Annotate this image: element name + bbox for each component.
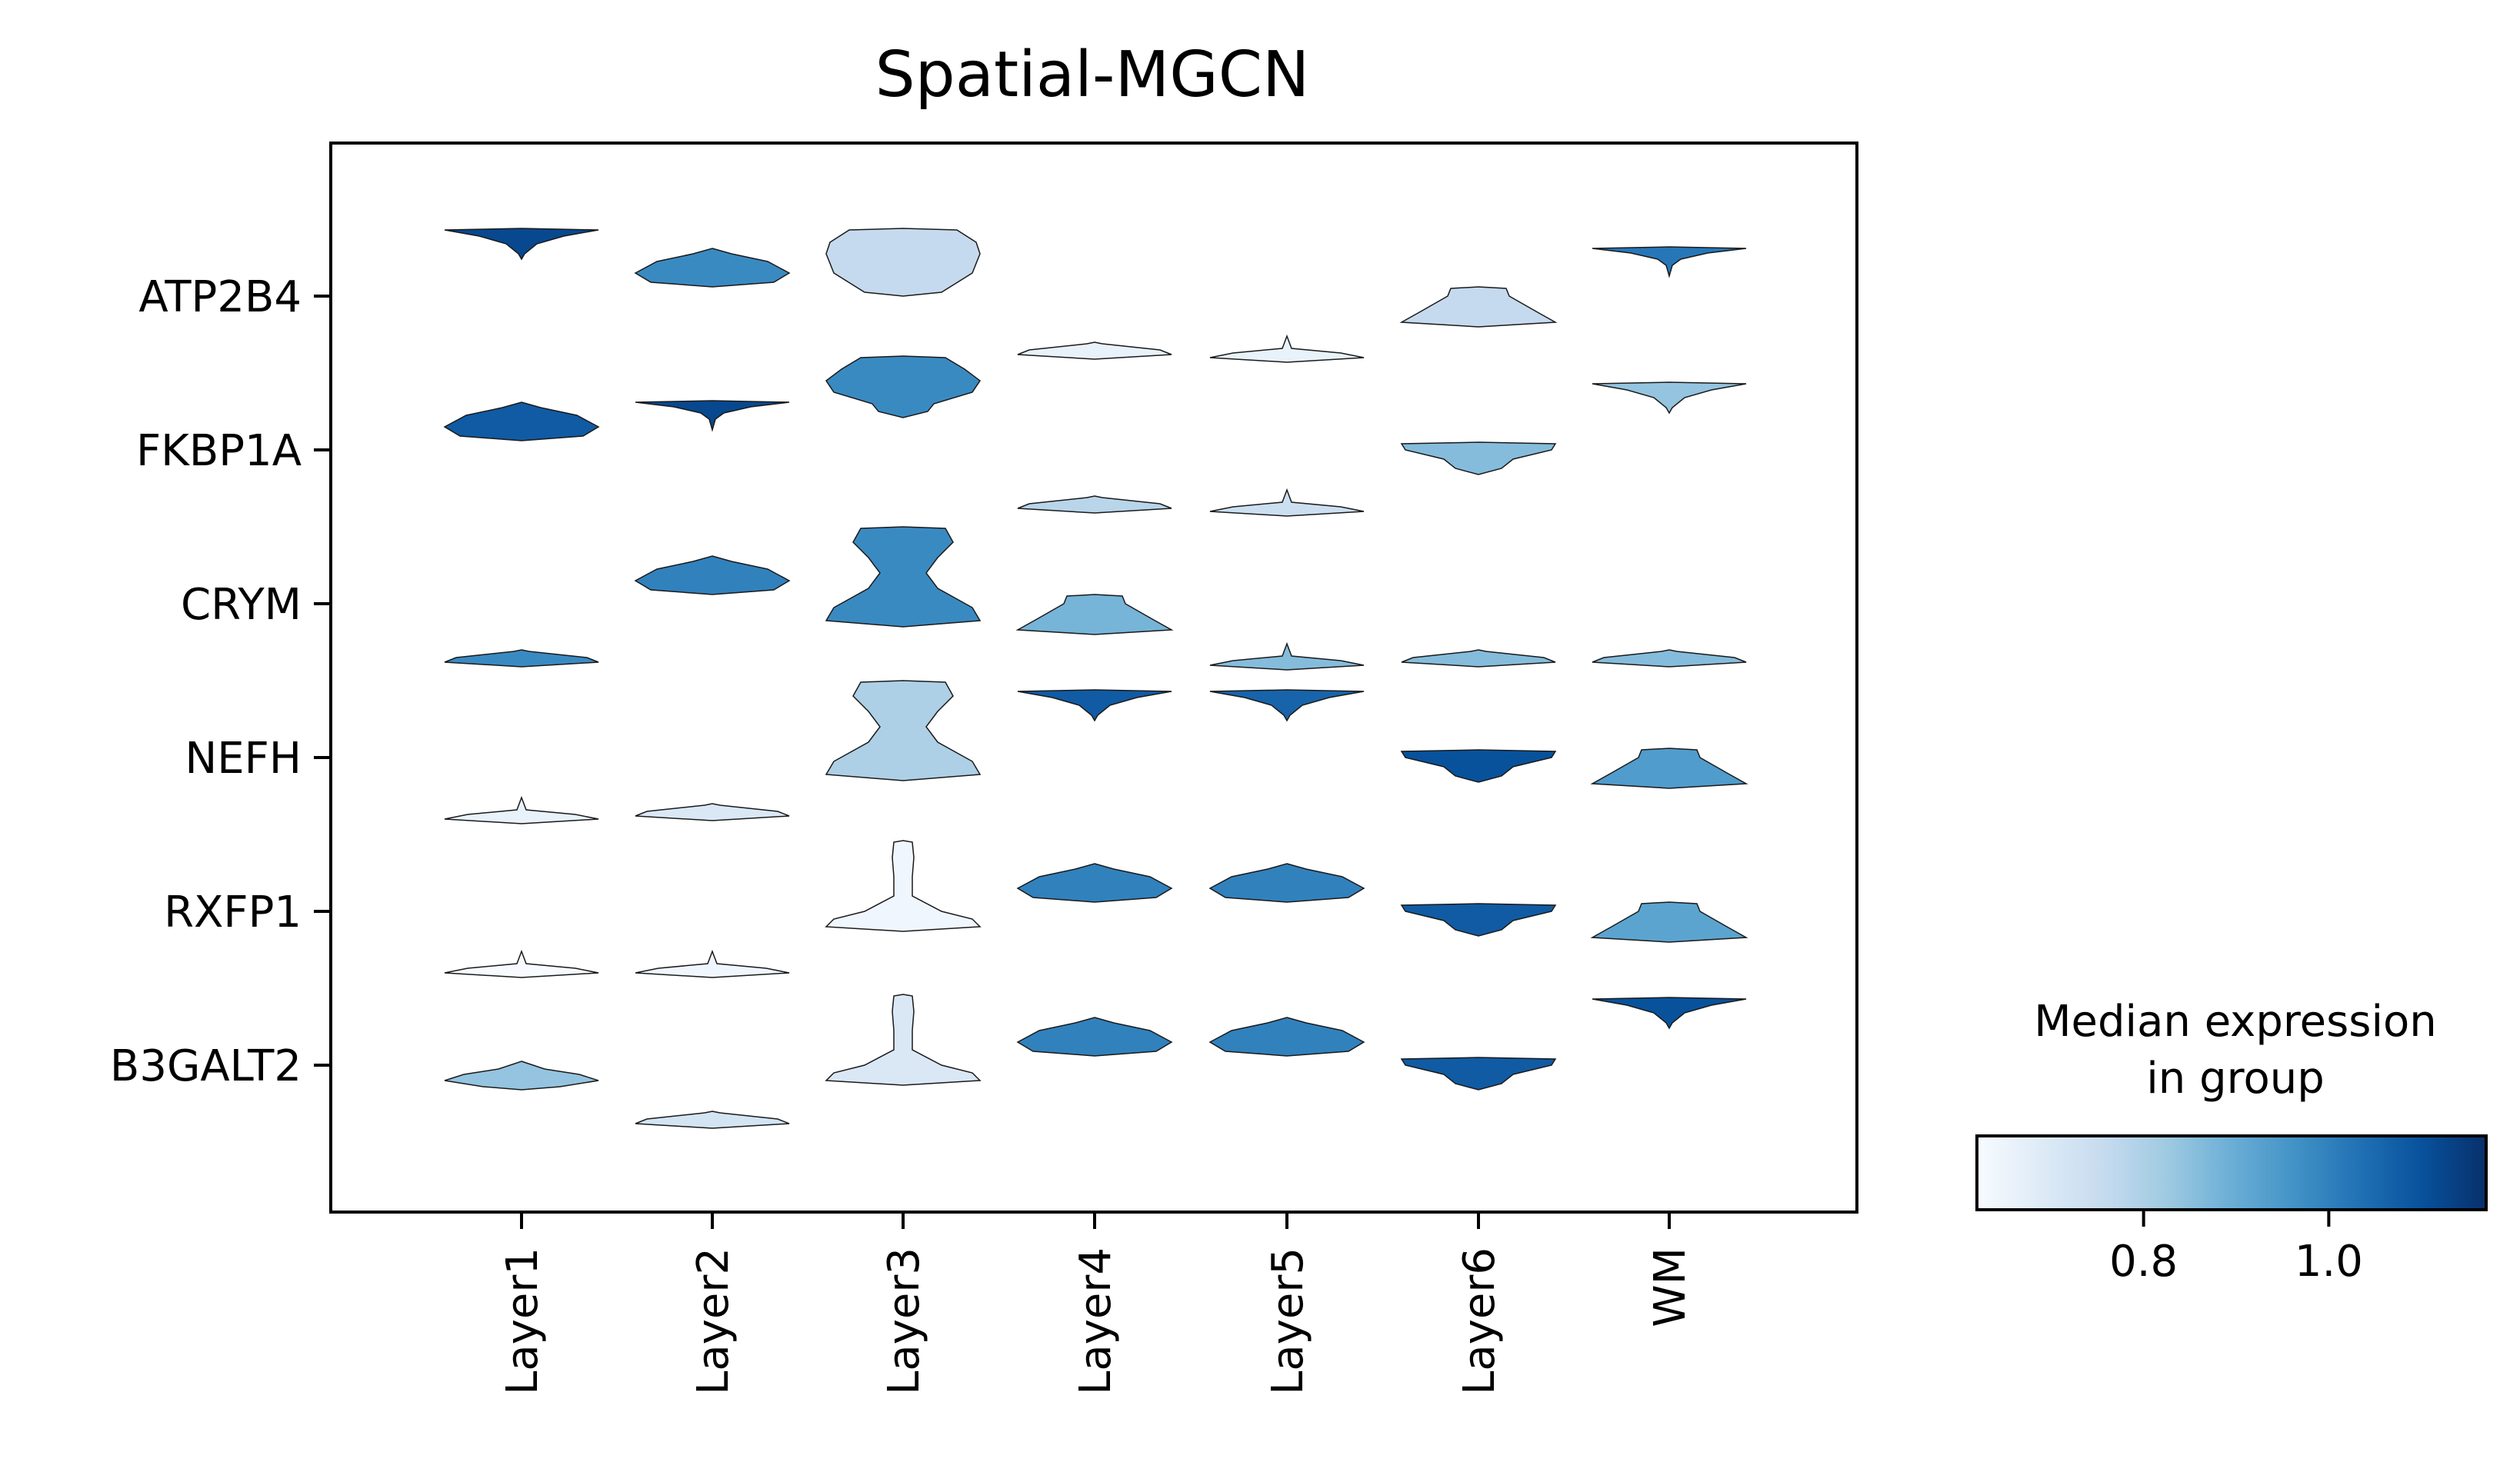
violin-b3galt2-layer1 bbox=[444, 1061, 599, 1091]
violin-b3galt2-layer6 bbox=[1400, 1057, 1557, 1091]
violin-b3galt2-layer3 bbox=[825, 994, 982, 1086]
y-tick-label-rxfp1: RXFP1 bbox=[164, 888, 302, 937]
violin-atp2b4-layer1 bbox=[444, 228, 599, 261]
colorbar-gradient bbox=[1975, 1134, 2488, 1211]
violin-fkbp1a-wm bbox=[1592, 381, 1747, 415]
violin-atp2b4-layer6 bbox=[1399, 286, 1558, 328]
violin-rxfp1-layer3 bbox=[825, 840, 982, 932]
y-tick-label-atp2b4: ATP2B4 bbox=[138, 272, 302, 322]
y-axis: ATP2B4 FKBP1A CRYM NEFH RXFP1 B3GALT2 bbox=[110, 272, 331, 1091]
x-tick-label-layer3: Layer3 bbox=[879, 1247, 929, 1395]
violin-atp2b4-layer4 bbox=[1017, 341, 1172, 360]
colorbar-title-line-2: in group bbox=[2146, 1054, 2325, 1104]
y-tick-label-fkbp1a: FKBP1A bbox=[136, 426, 302, 476]
colorbar-tick-label: 0.8 bbox=[2109, 1237, 2178, 1287]
violin-b3galt2-layer2 bbox=[635, 1111, 790, 1129]
violin-rxfp1-layer5 bbox=[1208, 863, 1365, 903]
violin-nefh-wm bbox=[1590, 748, 1748, 789]
violin-nefh-layer5 bbox=[1209, 689, 1365, 722]
violin-fkbp1a-layer2 bbox=[635, 400, 790, 432]
violin-crym-layer2 bbox=[634, 555, 791, 595]
x-tick-label-layer1: Layer1 bbox=[498, 1247, 548, 1395]
violin-atp2b4-layer2 bbox=[634, 248, 791, 288]
colorbar-ticks: 0.8 1.0 bbox=[2109, 1210, 2363, 1287]
violin-rxfp1-layer4 bbox=[1016, 863, 1173, 903]
y-tick-label-crym: CRYM bbox=[181, 580, 302, 630]
violin-fkbp1a-layer3 bbox=[825, 355, 982, 418]
x-axis: Layer1 Layer2 Layer3 Layer4 Layer5 Layer6 WM bbox=[498, 1212, 1695, 1395]
y-tick-label-b3galt2: B3GALT2 bbox=[110, 1041, 302, 1091]
violin-crym-layer6 bbox=[1401, 649, 1556, 668]
violin-crym-layer1 bbox=[444, 649, 599, 668]
violin-b3galt2-layer5 bbox=[1208, 1017, 1365, 1057]
violin-nefh-layer2 bbox=[635, 803, 790, 821]
violin-rxfp1-wm bbox=[1590, 901, 1748, 943]
violin-atp2b4-layer3 bbox=[825, 228, 981, 297]
violin-fkbp1a-layer1 bbox=[443, 401, 600, 441]
violin-fkbp1a-layer4 bbox=[1017, 495, 1172, 514]
violin-fkbp1a-layer6 bbox=[1400, 441, 1557, 475]
x-tick-label-wm: WM bbox=[1645, 1247, 1695, 1327]
violin-rxfp1-layer2 bbox=[635, 949, 790, 978]
violin-rxfp1-layer1 bbox=[444, 949, 599, 978]
violin-rxfp1-layer6 bbox=[1400, 903, 1557, 937]
violin-crym-layer3 bbox=[825, 526, 982, 628]
violin-nefh-layer6 bbox=[1400, 749, 1557, 783]
violin-nefh-layer4 bbox=[1017, 689, 1172, 722]
colorbar-tick-label: 1.0 bbox=[2295, 1237, 2363, 1287]
violin-b3galt2-wm bbox=[1592, 997, 1747, 1030]
colorbar: Median expression in group 0.8 1.0 bbox=[1975, 997, 2488, 1287]
violin-crym-wm bbox=[1592, 649, 1747, 668]
y-tick-label-nefh: NEFH bbox=[185, 734, 302, 784]
violin-fkbp1a-layer5 bbox=[1209, 488, 1365, 517]
violin-atp2b4-layer5 bbox=[1209, 334, 1365, 363]
colorbar-title-line-1: Median expression bbox=[2034, 997, 2437, 1047]
x-tick-label-layer5: Layer5 bbox=[1263, 1247, 1313, 1395]
violin-crym-layer4 bbox=[1015, 594, 1174, 635]
violin-nefh-layer1 bbox=[444, 795, 599, 824]
violin-layer bbox=[443, 228, 1748, 1129]
violin-b3galt2-layer4 bbox=[1016, 1017, 1173, 1057]
x-tick-label-layer4: Layer4 bbox=[1071, 1247, 1121, 1395]
x-tick-label-layer6: Layer6 bbox=[1455, 1247, 1505, 1395]
chart-title: Spatial-MGCN bbox=[875, 38, 1310, 112]
violin-atp2b4-wm bbox=[1592, 246, 1747, 278]
violin-nefh-layer3 bbox=[825, 680, 982, 781]
x-tick-label-layer2: Layer2 bbox=[688, 1247, 738, 1395]
violin-crym-layer5 bbox=[1209, 641, 1365, 671]
